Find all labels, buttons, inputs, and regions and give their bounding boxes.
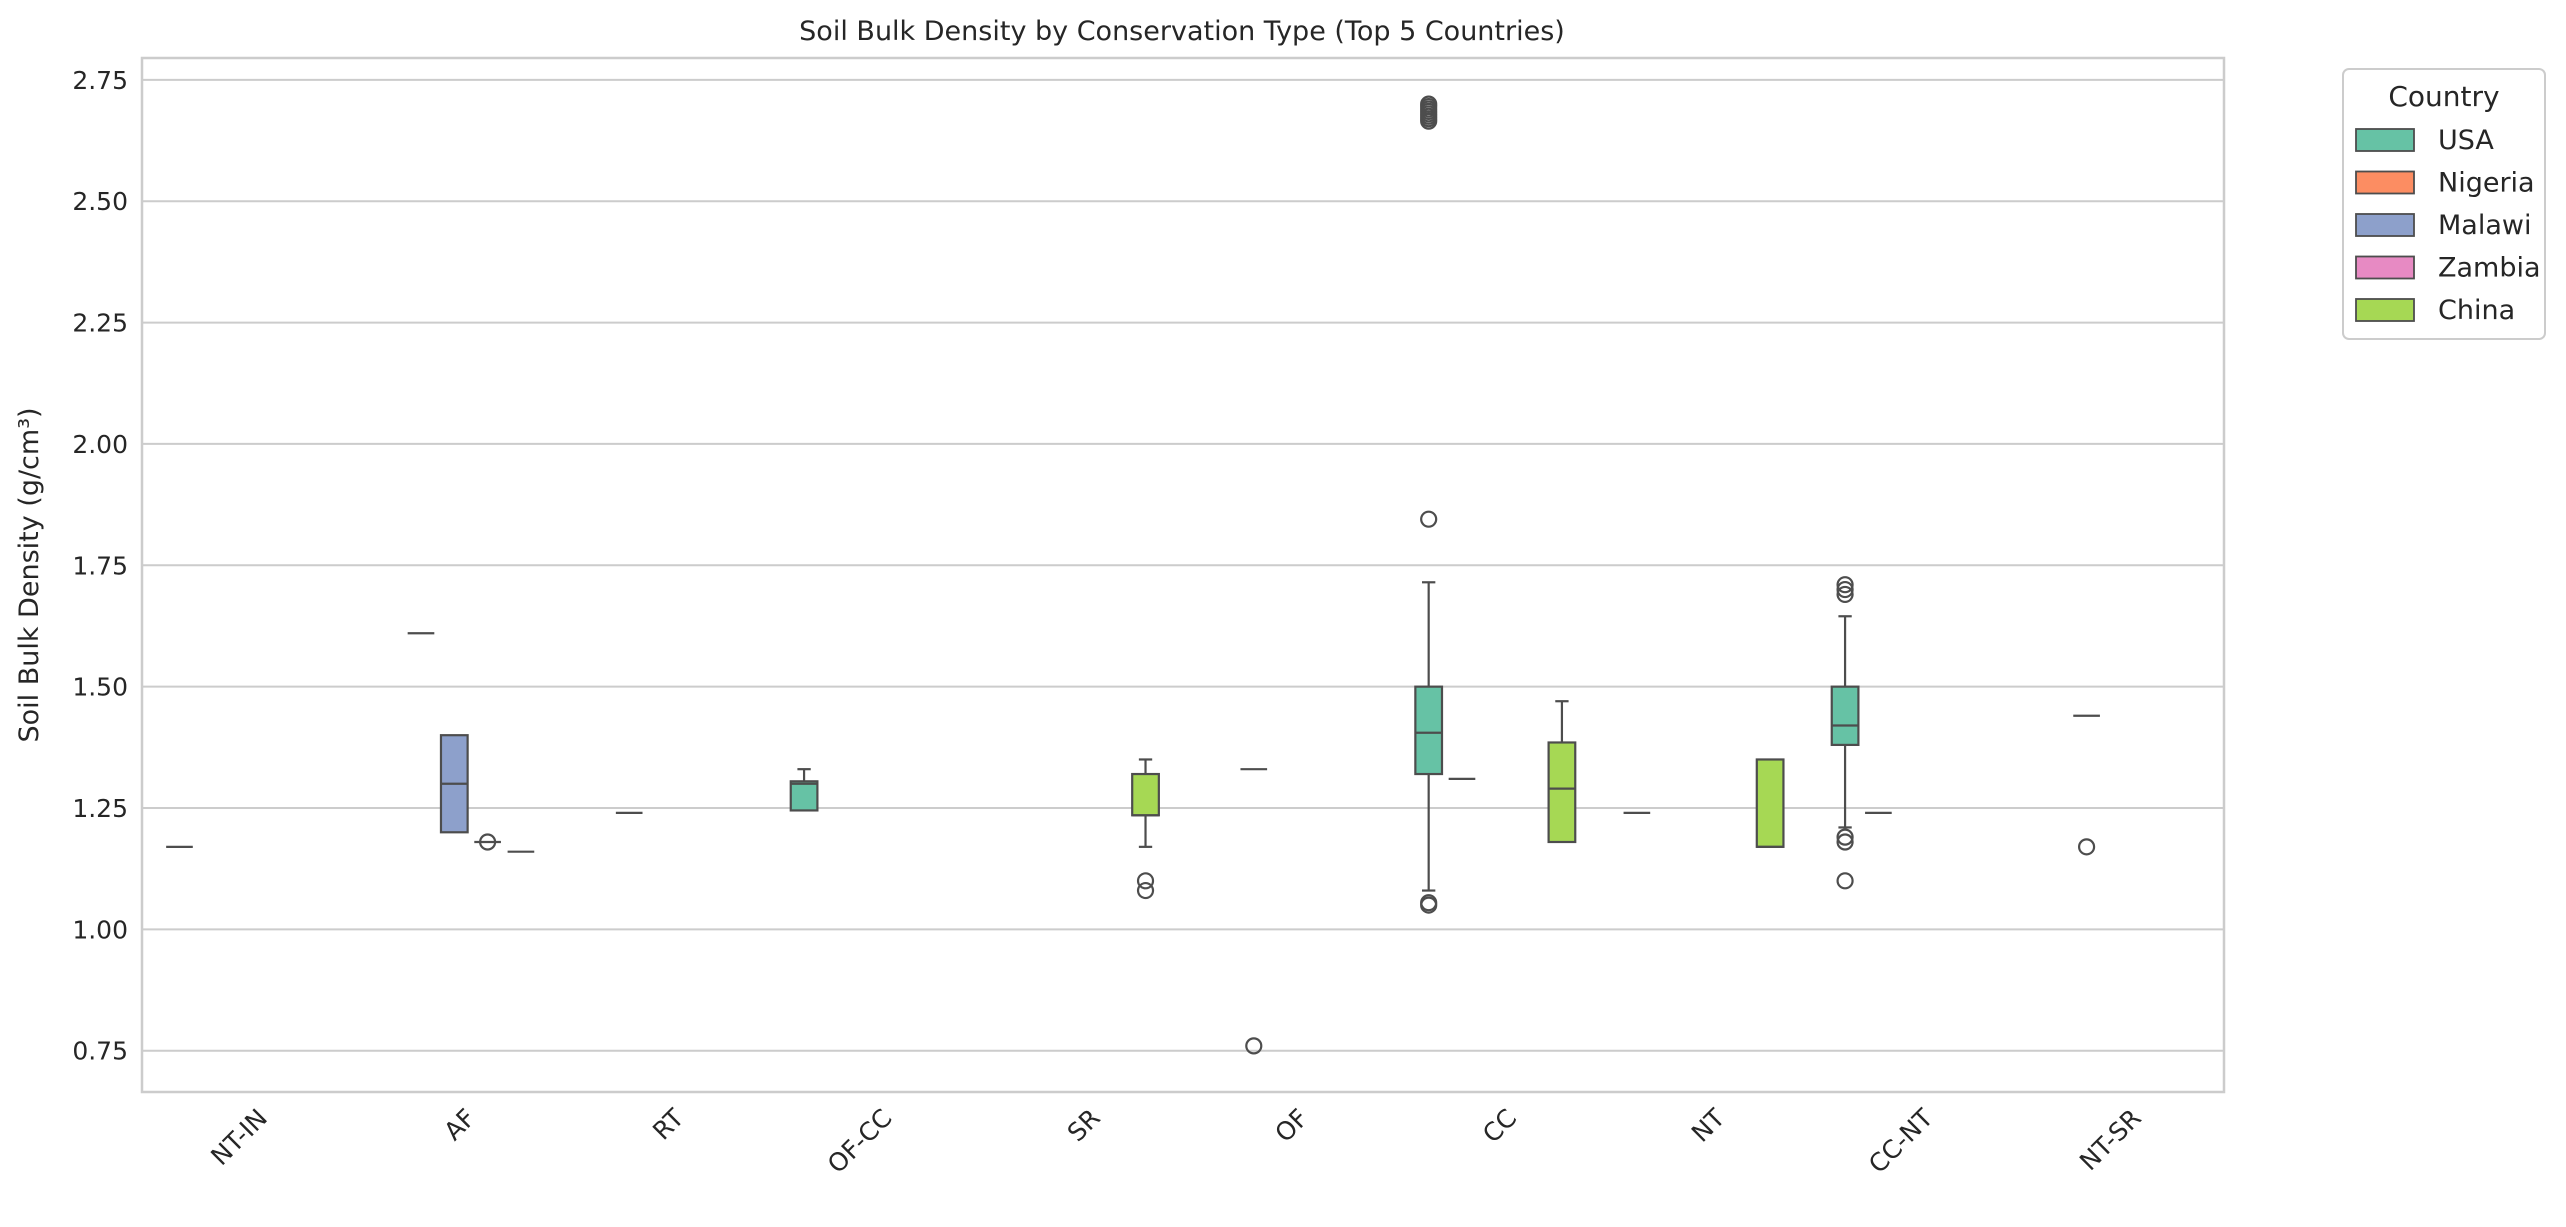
box-body (789, 780, 819, 812)
chart-title: Soil Bulk Density by Conservation Type (… (799, 16, 1565, 47)
box-body (1414, 685, 1444, 776)
legend-label-usa: USA (2438, 125, 2494, 156)
box-series (166, 95, 2100, 1055)
y-tick-label: 2.25 (72, 309, 128, 338)
outlier-point (1836, 833, 1854, 851)
legend-label-malawi: Malawi (2438, 210, 2531, 241)
outlier-point (1420, 510, 1438, 528)
box-china-nt (1755, 758, 1785, 848)
series-nigeria (407, 632, 2100, 1055)
box-body (1547, 741, 1577, 844)
outlier-point (1836, 585, 1854, 604)
box-zambia-af (474, 833, 501, 851)
y-tick-label: 1.00 (72, 915, 128, 944)
legend-label-zambia: Zambia (2438, 253, 2541, 284)
y-axis-label: Soil Bulk Density (g/cm³) (14, 407, 45, 742)
outlier-point (1245, 1037, 1263, 1055)
legend-items: USA Nigeria Malawi Zambia China (2355, 125, 2541, 326)
series-usa (166, 95, 1860, 914)
y-tick-label: 1.50 (72, 673, 128, 702)
box-malawi-af (439, 734, 469, 834)
box-nigeria-of (1240, 768, 1268, 1055)
y-tick-label: 0.75 (72, 1037, 128, 1066)
box-china-cc (1547, 700, 1577, 844)
y-tick-label: 2.75 (72, 66, 128, 95)
legend-swatch-zambia (2355, 255, 2415, 280)
legend-swatch-nigeria (2355, 170, 2415, 195)
y-tick-label: 1.75 (72, 551, 128, 580)
legend-swatch-china (2355, 298, 2415, 322)
box-nigeria-nt-sr (2073, 714, 2100, 856)
outlier-point (479, 833, 497, 851)
plot-frame (140, 56, 2226, 1094)
legend-label-nigeria: Nigeria (2438, 168, 2535, 199)
outlier-point (1836, 576, 1854, 594)
gridlines (142, 78, 2224, 1052)
y-tick-labels: 0.75 1.00 1.25 1.50 1.75 2.00 2.25 2.50 2.75 (72, 66, 128, 1066)
box-china-sr (1131, 758, 1160, 900)
outlier-point (2077, 838, 2096, 856)
legend-label-china: China (2438, 295, 2515, 326)
outlier-point (1420, 95, 1438, 113)
outlier-point (1836, 872, 1854, 890)
series-china (507, 700, 1785, 900)
outlier-point (1836, 828, 1854, 846)
legend: Country USA Nigeria Malawi Zambia China (2342, 68, 2546, 340)
box-usa-cc (1414, 95, 1444, 914)
legend-title: Country (2388, 80, 2499, 113)
y-tick-label: 2.00 (72, 430, 128, 459)
outlier-point (1836, 580, 1854, 599)
box-body (1830, 685, 1860, 747)
series-zambia (474, 833, 501, 851)
box-body (1131, 772, 1160, 817)
series-malawi (439, 734, 469, 834)
legend-swatch-usa (2355, 128, 2415, 152)
y-tick-label: 1.25 (72, 794, 128, 823)
y-tick-label: 2.50 (72, 187, 128, 216)
legend-swatch-malawi (2355, 213, 2415, 237)
outlier-point (1420, 894, 1438, 912)
outlier-point (1136, 872, 1155, 890)
box-usa-of-cc (789, 768, 819, 812)
box-body (1755, 758, 1785, 848)
box-usa-cc-nt (1830, 576, 1860, 890)
outlier-point (1136, 881, 1155, 900)
